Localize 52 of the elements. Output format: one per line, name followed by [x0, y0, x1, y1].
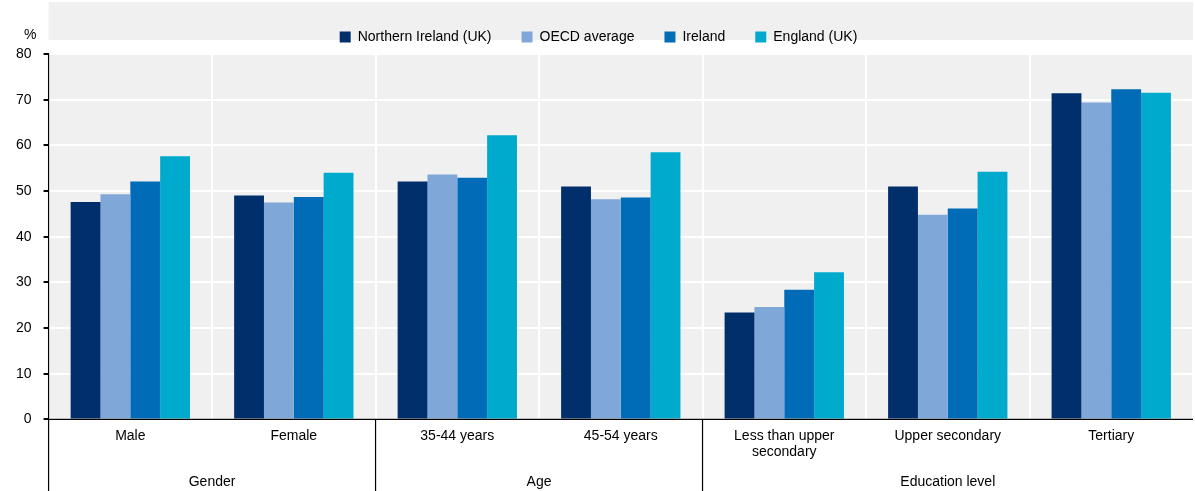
y-tick-label: 10	[15, 364, 32, 381]
bar	[427, 174, 458, 419]
bar	[130, 181, 161, 419]
legend-label: OECD average	[539, 27, 635, 44]
y-tick-label: 20	[15, 318, 32, 335]
bar	[1141, 92, 1171, 419]
bar	[888, 186, 918, 419]
y-tick-label: 60	[15, 136, 32, 153]
y-tick-label: 30	[15, 273, 32, 290]
x-tick-label: Tertiary	[1088, 426, 1135, 443]
x-tick-label: Male	[115, 426, 146, 443]
bar	[561, 186, 591, 419]
bar	[1051, 93, 1082, 419]
y-tick-label: 80	[15, 44, 32, 61]
x-tick-label: Less than upper secondary	[734, 426, 835, 460]
bar	[814, 272, 844, 419]
bar	[650, 152, 681, 419]
legend-label: Northern Ireland (UK)	[357, 27, 492, 44]
y-tick-label: 0	[23, 410, 32, 427]
bar	[977, 171, 1008, 419]
text: Age	[526, 472, 552, 489]
x-tick-label: Upper secondary	[894, 426, 1002, 443]
bar	[1111, 89, 1142, 419]
y-axis-title: %	[24, 25, 37, 42]
bar	[1081, 102, 1112, 419]
bar	[234, 195, 264, 419]
text: Gender	[188, 472, 236, 489]
legend-label: England (UK)	[773, 27, 858, 44]
bar	[293, 196, 324, 419]
bar	[754, 307, 785, 419]
bar	[784, 289, 815, 419]
bar	[323, 172, 354, 419]
bar	[100, 194, 131, 419]
x-tick-label: 45-54 years	[583, 426, 658, 443]
y-tick-label: 50	[15, 181, 32, 198]
bar	[397, 181, 428, 419]
bar	[70, 201, 101, 419]
bar	[590, 199, 621, 419]
y-tick-label: 40	[15, 227, 32, 244]
bar	[724, 312, 755, 419]
bar	[947, 208, 978, 419]
bar	[263, 202, 294, 419]
legend-label: Ireland	[682, 27, 726, 44]
bar	[457, 177, 488, 419]
bar	[620, 197, 651, 419]
bar	[160, 156, 190, 419]
y-tick-label: 70	[15, 90, 32, 107]
bar	[917, 214, 948, 419]
x-tick-label: 35-44 years	[420, 426, 495, 443]
bar	[487, 135, 517, 419]
x-tick-label: Female	[270, 426, 318, 443]
text: Education level	[900, 472, 996, 489]
